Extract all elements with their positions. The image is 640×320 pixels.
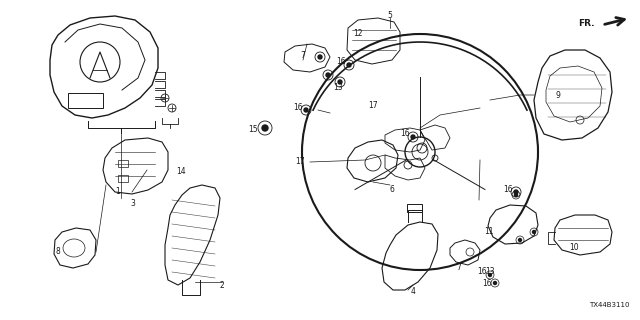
Circle shape <box>304 108 308 112</box>
Circle shape <box>532 230 536 234</box>
Text: TX44B3110: TX44B3110 <box>589 302 630 308</box>
Text: 7: 7 <box>456 263 461 273</box>
Text: 3: 3 <box>131 199 136 209</box>
Circle shape <box>515 194 518 196</box>
Text: 16: 16 <box>503 186 513 195</box>
Text: 12: 12 <box>353 29 363 38</box>
Text: 10: 10 <box>569 244 579 252</box>
Text: 9: 9 <box>556 92 561 100</box>
Circle shape <box>514 190 518 194</box>
Text: 16: 16 <box>482 278 492 287</box>
Circle shape <box>493 282 497 284</box>
Circle shape <box>347 63 351 67</box>
Text: 7: 7 <box>301 52 305 60</box>
Circle shape <box>338 80 342 84</box>
Circle shape <box>488 274 492 276</box>
Text: 1: 1 <box>116 188 120 196</box>
Text: 16: 16 <box>293 103 303 113</box>
Text: 13: 13 <box>333 84 343 92</box>
Text: 8: 8 <box>56 247 60 257</box>
Text: 15: 15 <box>248 125 258 134</box>
Text: FR.: FR. <box>579 19 595 28</box>
Text: 16: 16 <box>400 129 410 138</box>
Circle shape <box>326 73 330 77</box>
Text: 14: 14 <box>176 167 186 177</box>
Circle shape <box>518 238 522 242</box>
Circle shape <box>262 125 268 131</box>
Circle shape <box>318 55 322 59</box>
Text: 5: 5 <box>388 11 392 20</box>
Text: 17: 17 <box>295 157 305 166</box>
Text: 13: 13 <box>485 268 495 276</box>
Text: 4: 4 <box>411 287 415 297</box>
Text: 11: 11 <box>484 228 493 236</box>
Text: 17: 17 <box>368 100 378 109</box>
Text: 16: 16 <box>336 58 346 67</box>
Text: 6: 6 <box>390 186 394 195</box>
Text: 2: 2 <box>220 282 225 291</box>
Circle shape <box>411 135 415 139</box>
Text: 16: 16 <box>477 268 487 276</box>
